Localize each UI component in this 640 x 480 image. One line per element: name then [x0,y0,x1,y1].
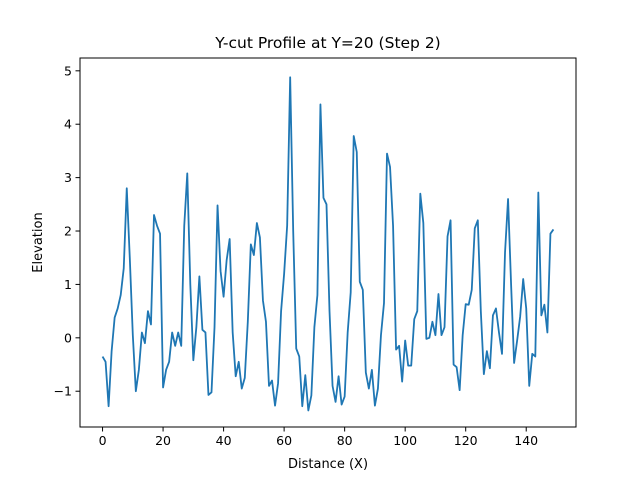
y-tick-label: −1 [54,384,72,399]
x-axis-title: Distance (X) [288,457,368,472]
axes-frame [79,57,577,428]
y-axis-title: Elevation [31,212,46,272]
y-tick-label: 1 [64,277,72,292]
y-axis: −1 0 1 2 3 4 5 [54,63,80,399]
x-tick-label: 100 [393,433,417,448]
x-tick-label: 140 [514,433,538,448]
x-tick-label: 40 [216,433,232,448]
y-tick-label: 3 [64,170,72,185]
x-tick-label: 0 [99,433,107,448]
series-line-0 [101,76,555,412]
y-tick-label: 0 [64,330,72,345]
y-tick-label: 4 [64,117,72,132]
x-tick-label: 60 [276,433,292,448]
y-tick-label: 5 [64,63,72,78]
x-tick-label: 20 [155,433,171,448]
plot-area [101,76,555,412]
x-tick-label: 120 [454,433,478,448]
chart-title: Y-cut Profile at Y=20 (Step 2) [214,34,440,52]
x-axis: 0 20 40 60 80 100 120 140 [99,427,538,448]
x-tick-label: 80 [337,433,353,448]
y-tick-label: 2 [64,224,72,239]
